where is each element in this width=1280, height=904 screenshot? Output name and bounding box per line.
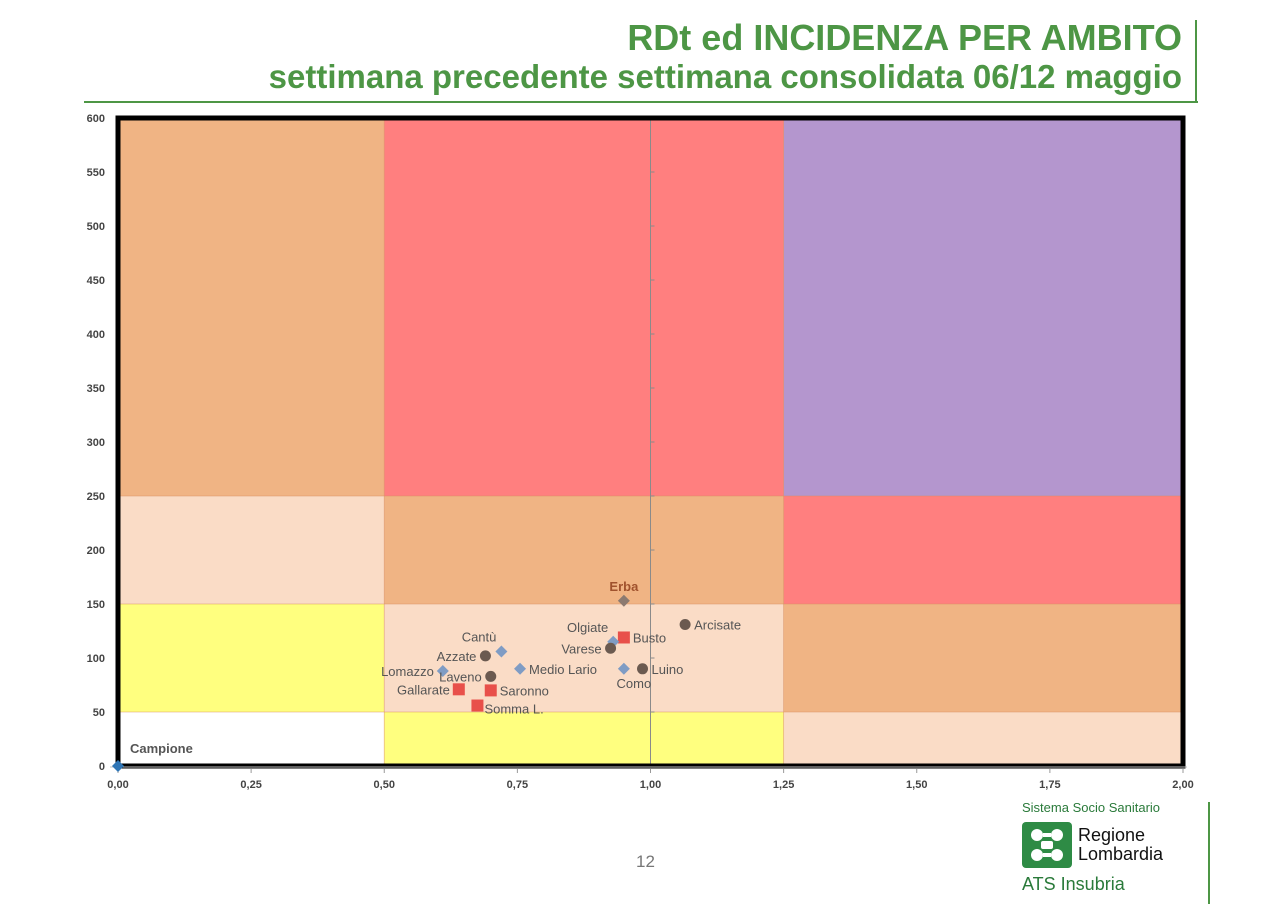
y-tick-label-4: 200 <box>87 545 105 557</box>
point-label-laveno: Laveno <box>439 669 482 684</box>
zone-10 <box>384 712 784 766</box>
zone-5 <box>783 496 1183 604</box>
y-tick-label-0: 0 <box>99 761 105 773</box>
x-tick-label-3: 0,75 <box>507 779 528 791</box>
title-divider <box>84 101 1198 103</box>
point-campione <box>112 760 124 772</box>
point-saronno <box>484 684 497 697</box>
y-tick-label-7: 350 <box>87 383 105 395</box>
point-label-luino: Luino <box>652 662 684 677</box>
logo-region-line2: Lombardia <box>1078 844 1164 864</box>
zone-3 <box>118 496 385 604</box>
x-tick-label-8: 2,00 <box>1172 779 1193 791</box>
zone-6 <box>118 604 385 712</box>
point-label-azzate: Azzate <box>437 649 477 664</box>
logo-system-text: Sistema Socio Sanitario <box>1022 800 1161 815</box>
x-tick-label-7: 1,75 <box>1039 779 1060 791</box>
plot-frame <box>115 115 1186 769</box>
point-medio-lario <box>514 662 527 675</box>
y-tick-label-10: 500 <box>87 221 105 233</box>
point-como <box>617 662 630 675</box>
point-label-arcisate: Arcisate <box>694 618 741 633</box>
point-label-gallarate: Gallarate <box>397 682 450 697</box>
y-tick-label-12: 600 <box>87 113 105 125</box>
logo-block: Sistema Socio Sanitario Regione Lombardi… <box>1022 800 1212 900</box>
logo-region-line1: Regione <box>1078 825 1146 845</box>
x-tick-label-1: 0,25 <box>240 779 261 791</box>
zone-9 <box>118 712 385 766</box>
logo-ats-text: ATS Insubria <box>1022 874 1125 894</box>
y-tick-label-8: 400 <box>87 329 105 341</box>
point-label-medio-lario: Medio Lario <box>529 662 597 677</box>
point-varese <box>605 642 617 654</box>
point-label-erba: Erba <box>609 579 639 594</box>
point-label-somma-l: Somma L. <box>484 702 543 717</box>
zone-11 <box>783 712 1183 766</box>
x-tick-label-2: 0,50 <box>374 779 395 791</box>
y-tick-label-9: 450 <box>87 275 105 287</box>
x-tick-label-5: 1,25 <box>773 779 794 791</box>
regione-lombardia-logo-icon <box>1022 822 1072 868</box>
point-azzate <box>479 650 491 662</box>
point-lomazzo <box>436 664 449 677</box>
title-block: RDt ed INCIDENZA PER AMBITO settimana pr… <box>269 18 1182 96</box>
zone-1 <box>384 118 784 496</box>
y-tick-label-2: 100 <box>87 653 105 665</box>
zone-8 <box>783 604 1183 712</box>
y-tick-label-11: 550 <box>87 167 105 179</box>
scatter-chart: 0,00 0,25 0,50 0,75 1,00 1,25 1,50 1,75 2,00 0 50 1… <box>87 113 1194 791</box>
point-somma-l <box>471 699 484 712</box>
logo-region-text: Regione Lombardia <box>1078 826 1163 864</box>
point-label-olgiate: Olgiate <box>567 620 608 635</box>
zone-7 <box>384 604 784 712</box>
point-label-campione: Campione <box>130 741 193 756</box>
page-number: 12 <box>636 852 655 871</box>
point-gallarate <box>452 683 465 696</box>
point-label-busto: Busto <box>633 630 666 645</box>
x-tick-label-4: 1,00 <box>640 779 661 791</box>
x-tick-label-0: 0,00 <box>107 779 128 791</box>
chart-title: RDt ed INCIDENZA PER AMBITO <box>627 17 1182 58</box>
point-label-cant: Cantù <box>462 630 497 645</box>
point-busto <box>617 631 630 644</box>
point-label-como: Como <box>617 676 652 691</box>
point-label-lomazzo: Lomazzo <box>381 664 434 679</box>
point-arcisate <box>679 619 691 631</box>
point-erba <box>617 594 630 607</box>
y-tick-label-6: 300 <box>87 437 105 449</box>
zone-4 <box>384 496 784 604</box>
y-tick-label-3: 150 <box>87 599 105 611</box>
title-vertical-divider <box>1195 20 1197 102</box>
point-label-saronno: Saronno <box>500 683 549 698</box>
point-luino <box>637 663 649 675</box>
y-tick-label-5: 250 <box>87 491 105 503</box>
point-label-varese: Varese <box>561 641 601 656</box>
point-laveno <box>485 670 497 682</box>
zone-2 <box>783 118 1183 496</box>
y-tick-label-1: 50 <box>93 707 105 719</box>
chart-subtitle: settimana precedente settimana consolida… <box>268 58 1182 95</box>
logo-vertical-divider <box>1208 802 1210 904</box>
zone-0 <box>118 118 385 496</box>
x-tick-label-6: 1,50 <box>906 779 927 791</box>
point-cant <box>495 645 508 658</box>
